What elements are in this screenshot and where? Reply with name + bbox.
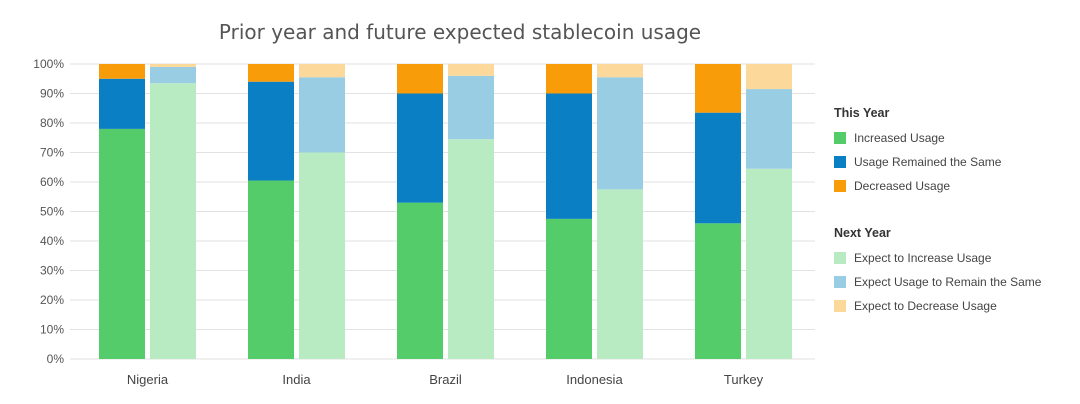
bar-turkey-next-year-expect-to-decrease-usage	[746, 64, 792, 90]
bar-nigeria-next-year-expect-to-decrease-usage	[150, 64, 196, 67]
bar-nigeria-this-year-usage-remained-the-same	[99, 78, 145, 129]
legend-swatch	[834, 300, 846, 312]
y-tick-label: 50%	[40, 205, 64, 219]
bar-nigeria-next-year-expect-to-increase-usage	[150, 83, 196, 360]
y-tick-label: 10%	[40, 323, 64, 337]
bar-brazil-next-year-expect-to-increase-usage	[448, 139, 494, 359]
legend-label: Expect Usage to Remain the Same	[854, 275, 1042, 289]
legend-label: Decreased Usage	[854, 179, 951, 193]
y-tick-label: 40%	[40, 234, 64, 248]
legend-heading-next-year: Next Year	[834, 226, 891, 240]
y-tick-label: 70%	[40, 146, 64, 160]
y-tick-label: 20%	[40, 293, 64, 307]
legend-item: Decreased Usage	[834, 174, 1001, 198]
bar-turkey-next-year-expect-usage-to-remain-the-same	[746, 89, 792, 169]
bar-indonesia-next-year-expect-to-increase-usage	[597, 189, 643, 359]
legend-item: Expect Usage to Remain the Same	[834, 270, 1041, 294]
bar-brazil-this-year-usage-remained-the-same	[397, 93, 443, 203]
y-tick-label: 60%	[40, 175, 64, 189]
x-tick-label: Indonesia	[566, 372, 623, 387]
legend-item: Usage Remained the Same	[834, 150, 1001, 174]
bar-brazil-next-year-expect-to-decrease-usage	[448, 64, 494, 76]
legend-swatch	[834, 276, 846, 288]
legend-items-next-year: Expect to Increase Usage Expect Usage to …	[834, 246, 1041, 318]
bar-indonesia-this-year-increased-usage	[546, 218, 592, 359]
bar-indonesia-this-year-usage-remained-the-same	[546, 93, 592, 219]
legend-item: Increased Usage	[834, 126, 1001, 150]
bar-indonesia-next-year-expect-usage-to-remain-the-same	[597, 77, 643, 190]
bar-indonesia-this-year-decreased-usage	[546, 64, 592, 94]
bar-brazil-this-year-increased-usage	[397, 202, 443, 359]
bar-india-next-year-expect-usage-to-remain-the-same	[299, 77, 345, 153]
legend-swatch	[834, 156, 846, 168]
legend-item: Expect to Decrease Usage	[834, 294, 1041, 318]
bar-turkey-this-year-usage-remained-the-same	[695, 112, 741, 224]
y-tick-label: 80%	[40, 116, 64, 130]
y-tick-label: 100%	[33, 57, 64, 71]
x-tick-label: Brazil	[429, 372, 462, 387]
bar-nigeria-this-year-increased-usage	[99, 128, 145, 359]
y-tick-label: 30%	[40, 264, 64, 278]
bar-brazil-next-year-expect-usage-to-remain-the-same	[448, 75, 494, 140]
legend-item: Expect to Increase Usage	[834, 246, 1041, 270]
legend-this-year: This Year Increased Usage Usage Remained …	[834, 106, 1001, 198]
legend-items-this-year: Increased Usage Usage Remained the Same De…	[834, 126, 1001, 198]
bar-india-next-year-expect-to-decrease-usage	[299, 64, 345, 78]
y-tick-label: 90%	[40, 87, 64, 101]
legend-swatch	[834, 180, 846, 192]
bar-india-this-year-increased-usage	[248, 180, 294, 359]
x-tick-label: Nigeria	[127, 372, 169, 387]
bar-turkey-this-year-increased-usage	[695, 223, 741, 359]
legend-next-year: Next Year Expect to Increase Usage Expect…	[834, 226, 1041, 318]
bar-india-this-year-usage-remained-the-same	[248, 81, 294, 181]
legend-label: Expect to Increase Usage	[854, 251, 992, 265]
legend-label: Increased Usage	[854, 131, 945, 145]
legend-label: Usage Remained the Same	[854, 155, 1002, 169]
bar-turkey-next-year-expect-to-increase-usage	[746, 168, 792, 359]
bar-brazil-this-year-decreased-usage	[397, 64, 443, 94]
legend-swatch	[834, 252, 846, 264]
legend-label: Expect to Decrease Usage	[854, 299, 997, 313]
bar-nigeria-next-year-expect-usage-to-remain-the-same	[150, 66, 196, 84]
bar-india-this-year-decreased-usage	[248, 64, 294, 82]
legend-heading-this-year: This Year	[834, 106, 890, 120]
chart-title: Prior year and future expected stablecoi…	[218, 20, 702, 44]
bar-turkey-this-year-decreased-usage	[695, 64, 741, 113]
legend-swatch	[834, 132, 846, 144]
x-tick-label: Turkey	[724, 372, 764, 387]
bar-nigeria-this-year-decreased-usage	[99, 64, 145, 79]
x-tick-label: India	[282, 372, 311, 387]
bar-india-next-year-expect-to-increase-usage	[299, 152, 345, 359]
bar-indonesia-next-year-expect-to-decrease-usage	[597, 64, 643, 78]
y-tick-label: 0%	[47, 352, 65, 366]
cropped-caption-strip	[0, 397, 1080, 404]
